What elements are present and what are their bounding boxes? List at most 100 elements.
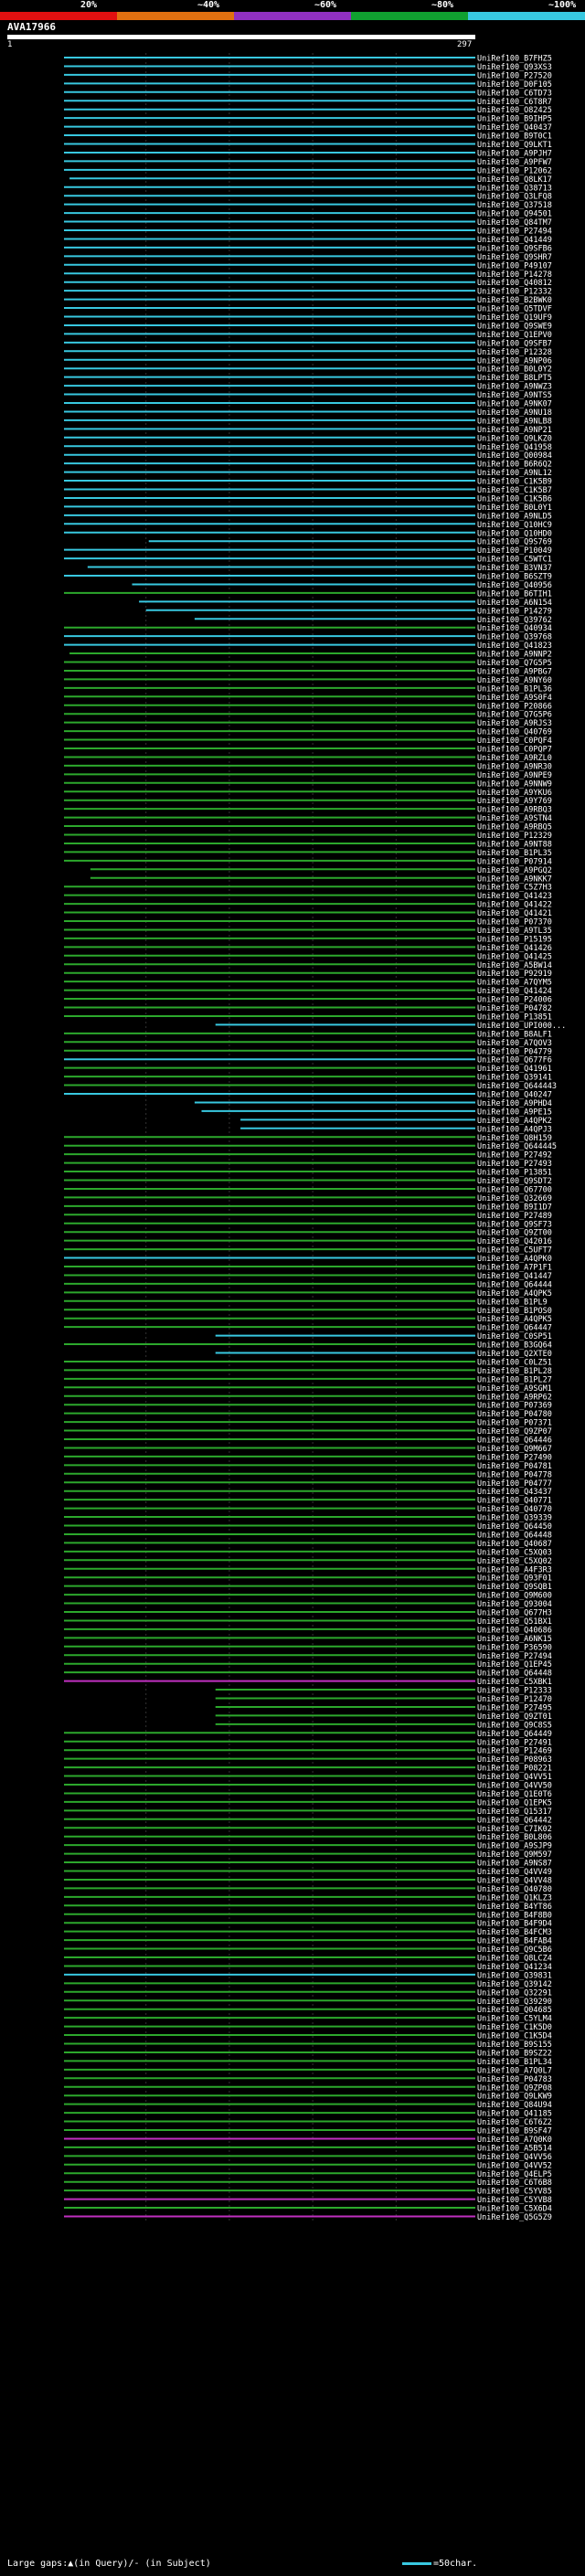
hit-label[interactable]: UniRef100_C1K5B6 bbox=[477, 494, 552, 504]
hit-label[interactable]: UniRef100_Q19UF9 bbox=[477, 313, 552, 323]
hit-label[interactable]: UniRef100_Q9SHR7 bbox=[477, 253, 552, 262]
hit-label[interactable]: UniRef100_Q40437 bbox=[477, 123, 552, 133]
hit-label[interactable]: UniRef100_Q40771 bbox=[477, 1497, 552, 1506]
hit-label[interactable]: UniRef100_Q15317 bbox=[477, 1807, 552, 1817]
hit-label[interactable]: UniRef100_P12332 bbox=[477, 288, 552, 297]
hit-label[interactable]: UniRef100_P04783 bbox=[477, 2075, 552, 2084]
hit-label[interactable]: UniRef100_A9NP21 bbox=[477, 426, 552, 435]
hit-label[interactable]: UniRef100_Q51BX1 bbox=[477, 1617, 552, 1627]
hit-label[interactable]: UniRef100_Q39142 bbox=[477, 1980, 552, 1989]
hit-label[interactable]: UniRef100_P27490 bbox=[477, 1453, 552, 1462]
hit-label[interactable]: UniRef100_A7P1F1 bbox=[477, 1264, 552, 1273]
hit-label[interactable]: UniRef100_Q4VV48 bbox=[477, 1876, 552, 1885]
hit-label[interactable]: UniRef100_P07370 bbox=[477, 918, 552, 928]
hit-label[interactable]: UniRef100_Q9SDT2 bbox=[477, 1177, 552, 1186]
hit-label[interactable]: UniRef100_A9S0F4 bbox=[477, 694, 552, 703]
hit-label[interactable]: UniRef100_P15195 bbox=[477, 935, 552, 944]
hit-label[interactable]: UniRef100_A9NNP2 bbox=[477, 651, 552, 660]
hit-label[interactable]: UniRef100_Q9C5B6 bbox=[477, 1945, 552, 1955]
hit-label[interactable]: UniRef100_A7QOV3 bbox=[477, 1039, 552, 1048]
hit-label[interactable]: UniRef100_UPI000... bbox=[477, 1022, 566, 1031]
hit-label[interactable]: UniRef100_B9S155 bbox=[477, 2041, 552, 2050]
hit-label[interactable]: UniRef100_P04782 bbox=[477, 1004, 552, 1013]
hit-label[interactable]: UniRef100_Q9SQB1 bbox=[477, 1583, 552, 1592]
hit-label[interactable]: UniRef100_C0LZ51 bbox=[477, 1358, 552, 1367]
hit-label[interactable]: UniRef100_P14279 bbox=[477, 607, 552, 616]
hit-label[interactable]: UniRef100_A9NR30 bbox=[477, 762, 552, 771]
hit-label[interactable]: UniRef100_Q93F01 bbox=[477, 1574, 552, 1584]
hit-label[interactable]: UniRef100_B1PL9 bbox=[477, 1298, 548, 1307]
hit-label[interactable]: UniRef100_B9SF47 bbox=[477, 2127, 552, 2136]
hit-label[interactable]: UniRef100_B9I1D7 bbox=[477, 1203, 552, 1212]
hit-label[interactable]: UniRef100_P10049 bbox=[477, 546, 552, 556]
hit-label[interactable]: UniRef100_Q42016 bbox=[477, 1237, 552, 1246]
hit-label[interactable]: UniRef100_Q4VV52 bbox=[477, 2161, 552, 2170]
hit-label[interactable]: UniRef100_A6N154 bbox=[477, 599, 552, 608]
hit-label[interactable]: UniRef100_Q9ZP07 bbox=[477, 1427, 552, 1436]
hit-label[interactable]: UniRef100_Q9C8S5 bbox=[477, 1721, 552, 1730]
hit-label[interactable]: UniRef100_Q43437 bbox=[477, 1488, 552, 1497]
hit-label[interactable]: UniRef100_P27493 bbox=[477, 1160, 552, 1169]
hit-label[interactable]: UniRef100_Q39768 bbox=[477, 633, 552, 642]
hit-label[interactable]: UniRef100_A9NK07 bbox=[477, 400, 552, 409]
hit-label[interactable]: UniRef100_B8LPT5 bbox=[477, 374, 552, 383]
hit-label[interactable]: UniRef100_P07369 bbox=[477, 1402, 552, 1411]
hit-label[interactable]: UniRef100_B6SZT9 bbox=[477, 573, 552, 582]
hit-label[interactable]: UniRef100_C6T8R7 bbox=[477, 98, 552, 107]
hit-label[interactable]: UniRef100_P27520 bbox=[477, 71, 552, 80]
hit-label[interactable]: UniRef100_P27492 bbox=[477, 1151, 552, 1161]
hit-label[interactable]: UniRef100_A9PBG7 bbox=[477, 667, 552, 676]
hit-label[interactable]: UniRef100_P27489 bbox=[477, 1212, 552, 1221]
hit-label[interactable]: UniRef100_Q40934 bbox=[477, 624, 552, 633]
hit-label[interactable]: UniRef100_Q7G5P5 bbox=[477, 659, 552, 668]
hit-label[interactable]: UniRef100_A9NY60 bbox=[477, 676, 552, 685]
hit-label[interactable]: UniRef100_A9NP06 bbox=[477, 356, 552, 366]
hit-label[interactable]: UniRef100_B4F9D4 bbox=[477, 1920, 552, 1929]
hit-label[interactable]: UniRef100_Q9ZT00 bbox=[477, 1229, 552, 1238]
hit-label[interactable]: UniRef100_P14278 bbox=[477, 270, 552, 280]
hit-label[interactable]: UniRef100_P04778 bbox=[477, 1470, 552, 1479]
hit-label[interactable]: UniRef100_Q93004 bbox=[477, 1600, 552, 1609]
hit-label[interactable]: UniRef100_B1PL35 bbox=[477, 849, 552, 858]
hit-label[interactable]: UniRef100_B1POS0 bbox=[477, 1307, 552, 1316]
hit-label[interactable]: UniRef100_C5WTC1 bbox=[477, 556, 552, 565]
hit-label[interactable]: UniRef100_Q10HC9 bbox=[477, 521, 552, 530]
hit-label[interactable]: UniRef100_Q37518 bbox=[477, 201, 552, 210]
hit-label[interactable]: UniRef100_A9STN4 bbox=[477, 814, 552, 823]
hit-label[interactable]: UniRef100_Q4VV50 bbox=[477, 1782, 552, 1791]
hit-label[interactable]: UniRef100_Q1EPV0 bbox=[477, 331, 552, 340]
hit-label[interactable]: UniRef100_Q84U94 bbox=[477, 2101, 552, 2110]
hit-label[interactable]: UniRef100_P12333 bbox=[477, 1687, 552, 1696]
hit-label[interactable]: UniRef100_A4QPJ3 bbox=[477, 1125, 552, 1134]
hit-label[interactable]: UniRef100_A9PFW7 bbox=[477, 158, 552, 167]
hit-label[interactable]: UniRef100_P08963 bbox=[477, 1755, 552, 1765]
hit-label[interactable]: UniRef100_B4F8B0 bbox=[477, 1911, 552, 1920]
hit-label[interactable]: UniRef100_Q41449 bbox=[477, 236, 552, 245]
hit-label[interactable]: UniRef100_Q9LKT1 bbox=[477, 141, 552, 150]
hit-label[interactable]: UniRef100_Q39831 bbox=[477, 1971, 552, 1980]
hit-label[interactable]: UniRef100_Q40812 bbox=[477, 279, 552, 288]
hit-label[interactable]: UniRef100_P27495 bbox=[477, 1703, 552, 1712]
hit-label[interactable]: UniRef100_A9YKU6 bbox=[477, 789, 552, 798]
hit-label[interactable]: UniRef100_B7FHZ5 bbox=[477, 55, 552, 64]
hit-label[interactable]: UniRef100_P07914 bbox=[477, 857, 552, 866]
hit-label[interactable]: UniRef100_B0L806 bbox=[477, 1833, 552, 1842]
hit-label[interactable]: UniRef100_A9SJP9 bbox=[477, 1842, 552, 1851]
hit-label[interactable]: UniRef100_A9RP62 bbox=[477, 1393, 552, 1402]
hit-label[interactable]: UniRef100_Q9S769 bbox=[477, 538, 552, 547]
hit-label[interactable]: UniRef100_A9RJS3 bbox=[477, 719, 552, 728]
hit-label[interactable]: UniRef100_P04779 bbox=[477, 1047, 552, 1056]
hit-label[interactable]: UniRef100_P92919 bbox=[477, 970, 552, 979]
hit-label[interactable]: UniRef100_P13851 bbox=[477, 1169, 552, 1178]
hit-label[interactable]: UniRef100_Q644445 bbox=[477, 1142, 557, 1151]
hit-label[interactable]: UniRef100_Q40770 bbox=[477, 1505, 552, 1514]
hit-label[interactable]: UniRef100_C6T6B8 bbox=[477, 2178, 552, 2188]
hit-label[interactable]: UniRef100_A5BW14 bbox=[477, 961, 552, 970]
hit-label[interactable]: UniRef100_A9RZL0 bbox=[477, 754, 552, 763]
hit-label[interactable]: UniRef100_B0L0Y1 bbox=[477, 504, 552, 513]
hit-label[interactable]: UniRef100_B8ALF1 bbox=[477, 1030, 552, 1039]
hit-label[interactable]: UniRef100_Q9LKZ0 bbox=[477, 434, 552, 443]
hit-label[interactable]: UniRef100_Q1EPK5 bbox=[477, 1798, 552, 1807]
hit-label[interactable]: UniRef100_P27494 bbox=[477, 228, 552, 237]
hit-label[interactable]: UniRef100_A9NLD5 bbox=[477, 512, 552, 521]
